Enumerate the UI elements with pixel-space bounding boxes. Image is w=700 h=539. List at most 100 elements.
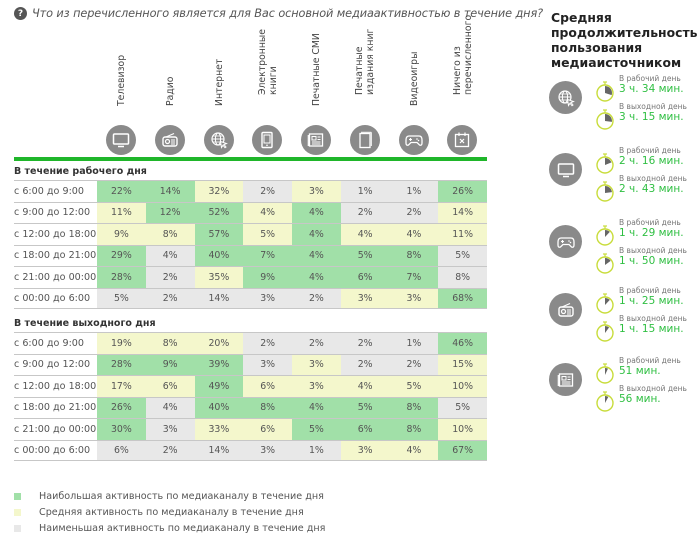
table-cell: 35% (194, 267, 244, 288)
stopwatch-icon (595, 80, 615, 102)
stopwatch-icon (595, 292, 615, 314)
table-cell: 7% (243, 245, 292, 266)
table-cell: 3% (389, 288, 439, 308)
column-header-label-wrap: Телевизор (97, 25, 146, 117)
table-row: с 9:00 до 12:00 28% 9% 39% 3% 3% 2% 2% 15% (14, 353, 487, 375)
column-header: Электронные книги (243, 25, 292, 155)
table-cell: 4% (145, 397, 195, 418)
duration-value: 3 ч. 15 мин. (619, 111, 684, 123)
duration-label: В выходной день (619, 102, 687, 111)
table-cell: 57% (194, 224, 244, 245)
table-cell: 32% (194, 181, 244, 202)
table-cell: 5% (340, 397, 390, 418)
table-cell: 3% (145, 419, 195, 440)
table-cell: 10% (438, 376, 487, 397)
column-header-label: Интернет (213, 58, 225, 106)
duration-block: В рабочий день 3 ч. 34 мин. В выходной ден… (549, 74, 699, 138)
weekend-table: с 6:00 до 9:00 19% 8% 20% 2% 2% 2% 1% 46% с 9:00 … (14, 332, 487, 461)
table-cell: 17% (97, 376, 146, 397)
table-cell: 22% (97, 181, 146, 202)
column-header: Радио (146, 25, 195, 155)
column-header-label: Электронные книги (256, 29, 279, 95)
legend-text: Наименьшая активность по медиаканалу в т… (39, 522, 326, 534)
globe-cursor-icon (549, 81, 582, 114)
duration-workday: В рабочий день 51 мин. (595, 356, 700, 384)
table-cell: 8% (389, 419, 439, 440)
legend-item: Наибольшая активность по медиаканалу в т… (14, 488, 325, 504)
question-circle-icon[interactable]: ? (14, 7, 27, 20)
duration-value: 56 мин. (619, 393, 661, 405)
stopwatch-icon (595, 152, 615, 174)
duration-label: В рабочий день (619, 146, 681, 155)
table-cell: 3% (243, 354, 292, 375)
sidebar-title: Средняя продолжительность пользования ме… (551, 10, 698, 70)
table-cell: 3% (292, 354, 341, 375)
book-icon (349, 125, 380, 155)
duration-label: В рабочий день (619, 74, 681, 83)
table-cell: 8% (389, 245, 439, 266)
workday-table: с 6:00 до 9:00 22% 14% 32% 2% 3% 1% 1% 26% с 9:00… (14, 180, 487, 309)
table-cell: 2% (243, 181, 292, 202)
column-header-label: Печатные СМИ (311, 33, 323, 106)
table-cell: 3% (243, 288, 292, 308)
question-text: Что из перечисленного является для Вас о… (32, 7, 544, 20)
table-cell: 49% (194, 376, 244, 397)
duration-value: 2 ч. 43 мин. (619, 183, 684, 195)
table-row: с 00:00 до 6:00 6% 2% 14% 3% 1% 3% 4% 67% (14, 439, 487, 461)
column-header-label-wrap: Видеоигры (390, 25, 439, 117)
tv-icon (549, 153, 582, 186)
table-cell: 6% (340, 419, 390, 440)
column-header-label: Телевизор (116, 54, 128, 106)
table-row: с 12:00 до 18:00 17% 6% 49% 6% 3% 4% 5% 10% (14, 375, 487, 397)
table-cell: 6% (243, 376, 292, 397)
table-cell: 33% (194, 419, 244, 440)
column-header-label-wrap: Интернет (195, 25, 244, 117)
column-header-label: Ничего из перечисленного (451, 14, 474, 95)
duration-label: В выходной день (619, 246, 687, 255)
table-cell: 5% (340, 245, 390, 266)
question-header: ? Что из перечисленного является для Вас… (14, 7, 543, 20)
table-cell: 12% (145, 202, 195, 223)
table-cell: 14% (194, 288, 244, 308)
duration-label: В выходной день (619, 314, 687, 323)
radio-icon (154, 125, 185, 155)
table-cell: 11% (97, 202, 146, 223)
table-row: с 00:00 до 6:00 5% 2% 14% 3% 2% 3% 3% 68% (14, 287, 487, 309)
table-row: с 21:00 до 00:00 28% 2% 35% 9% 4% 6% 7% 8% (14, 266, 487, 288)
table-cell: 68% (438, 288, 487, 308)
table-cell: 2% (243, 333, 292, 354)
table-cell: 6% (97, 440, 146, 460)
table-cell: 10% (438, 419, 487, 440)
table-cell: 8% (243, 397, 292, 418)
duration-value: 3 ч. 34 мин. (619, 83, 684, 95)
duration-label: В рабочий день (619, 286, 681, 295)
table-cell: 14% (194, 440, 244, 460)
table-cell: 6% (243, 419, 292, 440)
ebook-icon (252, 125, 283, 155)
table-row: с 6:00 до 9:00 22% 14% 32% 2% 3% 1% 1% 26% (14, 180, 487, 202)
duration-value: 1 ч. 25 мин. (619, 295, 684, 307)
stopwatch-icon (595, 224, 615, 246)
table-row: с 9:00 до 12:00 11% 12% 52% 4% 4% 2% 2% 14% (14, 201, 487, 223)
table-cell: 30% (97, 419, 146, 440)
duration-workday: В рабочий день 2 ч. 16 мин. (595, 146, 700, 174)
table-cell: 5% (97, 288, 146, 308)
table-cell: 8% (438, 267, 487, 288)
table-cell: 6% (340, 267, 390, 288)
table-cell: 2% (145, 440, 195, 460)
duration-label: В рабочий день (619, 218, 681, 227)
table-cell: 7% (389, 267, 439, 288)
column-header-label: Радио (165, 76, 177, 106)
gamepad-icon (398, 125, 429, 155)
duration-label: В выходной день (619, 384, 687, 393)
row-time-label: с 21:00 до 00:00 (14, 271, 97, 283)
stopwatch-icon (595, 180, 615, 202)
legend-item: Средняя активность по медиаканалу в тече… (14, 504, 325, 520)
table-cell: 4% (389, 440, 439, 460)
table-row: с 18:00 до 21:00 29% 4% 40% 7% 4% 5% 8% 5% (14, 244, 487, 266)
table-cell: 29% (97, 245, 146, 266)
table-cell: 5% (438, 245, 487, 266)
legend-swatch (14, 524, 21, 532)
row-time-label: с 18:00 до 21:00 (14, 402, 97, 414)
duration-value: 1 ч. 50 мин. (619, 255, 684, 267)
